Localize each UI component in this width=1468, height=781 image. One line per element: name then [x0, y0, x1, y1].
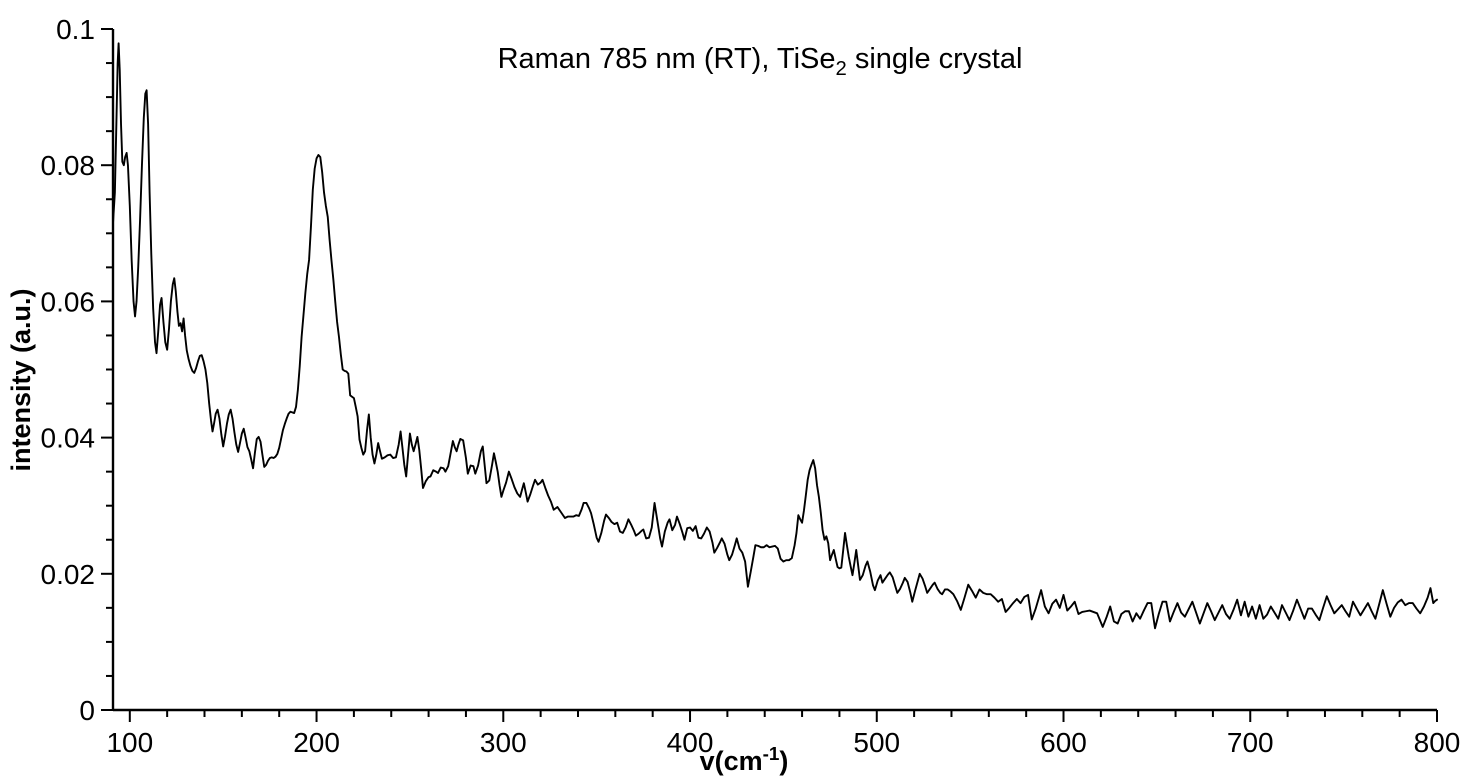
y-tick-label: 0.1	[56, 14, 95, 45]
x-tick-label: 200	[293, 727, 340, 758]
y-tick-label: 0.02	[41, 559, 96, 590]
spectrum-line	[112, 42, 1438, 630]
x-axis-label: v(cm-1)	[700, 744, 789, 776]
y-tick-label: 0.04	[41, 423, 96, 454]
x-tick-label: 100	[106, 727, 153, 758]
y-axis-label: intensity (a.u.)	[6, 288, 36, 471]
x-tick-label: 400	[667, 727, 714, 758]
chart-title: Raman 785 nm (RT), TiSe2 single crystal	[498, 43, 1023, 80]
x-tick-label: 600	[1040, 727, 1087, 758]
axis-ticks	[101, 28, 1438, 722]
axes	[111, 29, 1437, 712]
x-tick-label: 700	[1227, 727, 1274, 758]
y-tick-label: 0.08	[41, 150, 96, 181]
x-tick-label: 300	[480, 727, 527, 758]
x-tick-label: 800	[1414, 727, 1461, 758]
spectrum-series	[112, 42, 1438, 630]
axis-tick-labels: 100 200 300 400 500 600 700 800 0 0.02 0.04 0.06 0.0…	[41, 14, 1461, 758]
x-tick-label: 500	[853, 727, 900, 758]
y-tick-label: 0	[79, 695, 95, 726]
y-tick-label: 0.06	[41, 286, 96, 317]
